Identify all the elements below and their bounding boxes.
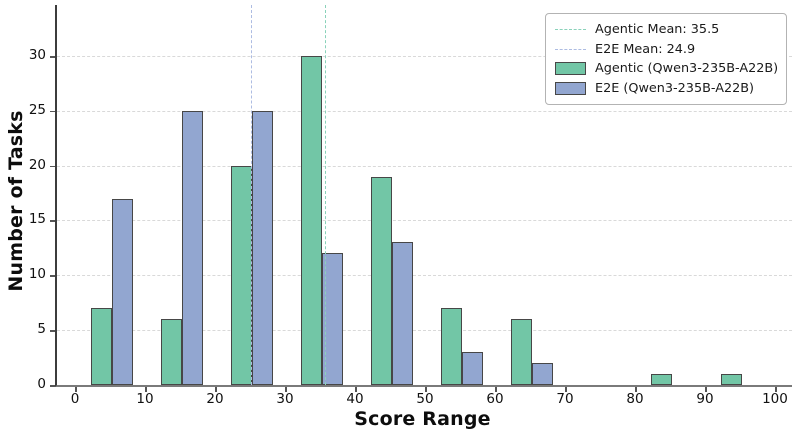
bar-agentic-bin-80-90: [650, 374, 672, 385]
bar-agentic-bin-50-60: [440, 308, 462, 385]
bar-agentic-bin-40-50: [370, 176, 392, 385]
x-tick-label-60: 60: [486, 391, 504, 407]
y-tick-label-25: 25: [28, 101, 46, 118]
x-tick-label-40: 40: [346, 391, 364, 407]
bar-agentic-bin-0-10: [90, 308, 112, 385]
x-tick-label-50: 50: [416, 391, 434, 407]
bar-e2e-bin-10-20: [181, 110, 203, 385]
x-tick-100: [774, 387, 777, 392]
gridline-y-10: [57, 275, 792, 277]
bar-agentic-bin-10-20: [160, 319, 182, 385]
gridline-y-15: [57, 220, 792, 222]
bar-agentic-bin-90-100: [720, 374, 742, 385]
bar-e2e-bin-20-30: [251, 110, 273, 385]
plot-area: [55, 5, 792, 387]
y-tick-10: [50, 275, 55, 277]
gridline-y-20: [57, 165, 792, 167]
legend-label-e2e-series: E2E (Qwen3-235B-A22B): [595, 80, 755, 96]
e2e-mean-line: [251, 5, 253, 385]
legend-row-e2e-mean: E2E Mean: 24.9: [555, 40, 778, 60]
y-tick-0: [50, 385, 55, 387]
bar-e2e-bin-40-50: [391, 242, 413, 385]
bar-e2e-bin-50-60: [461, 352, 483, 385]
x-tick-label-0: 0: [70, 391, 80, 407]
y-tick-20: [50, 165, 55, 168]
gridline-y-5: [57, 330, 792, 332]
agentic-mean-line-swatch: [555, 29, 586, 31]
x-tick-50: [424, 387, 427, 392]
legend-label-agentic-series: Agentic (Qwen3-235B-A22B): [595, 61, 779, 77]
bar-agentic-bin-20-30: [230, 165, 252, 385]
y-tick-25: [50, 110, 55, 113]
bar-agentic-bin-30-40: [300, 56, 322, 385]
y-tick-label-0: 0: [37, 376, 46, 392]
x-tick-label-100: 100: [762, 391, 788, 407]
x-tick-40: [354, 387, 357, 392]
gridline-y-25: [57, 110, 792, 112]
x-tick-30: [284, 387, 287, 392]
bar-e2e-bin-30-40: [321, 253, 343, 385]
legend-label-e2e-mean: E2E Mean: 24.9: [595, 41, 696, 57]
x-tick-10: [144, 387, 147, 392]
y-tick-label-5: 5: [37, 321, 46, 338]
y-tick-30: [50, 55, 55, 58]
e2e-series-swatch: [555, 81, 586, 95]
y-tick-label-15: 15: [28, 211, 46, 228]
x-tick-70: [564, 387, 567, 392]
legend-row-agentic-series: Agentic (Qwen3-235B-A22B): [555, 59, 778, 79]
y-tick-label-10: 10: [28, 266, 46, 283]
bar-e2e-bin-60-70: [531, 363, 553, 385]
y-tick-15: [50, 220, 55, 223]
gridline-y-30: [57, 55, 792, 57]
legend-row-agentic-mean: Agentic Mean: 35.5: [555, 20, 778, 40]
x-tick-label-10: 10: [136, 391, 154, 407]
agentic-series-swatch: [555, 62, 586, 76]
x-tick-label-70: 70: [556, 391, 574, 407]
x-tick-label-80: 80: [626, 391, 644, 407]
x-tick-80: [634, 387, 637, 392]
e2e-mean-line-swatch: [555, 48, 586, 50]
x-tick-0: [74, 387, 77, 392]
y-tick-label-30: 30: [28, 46, 46, 63]
y-tick-5: [50, 330, 55, 332]
x-axis-label: Score Range: [354, 408, 491, 430]
agentic-mean-line: [325, 5, 327, 385]
x-tick-60: [494, 387, 497, 392]
legend: Agentic Mean: 35.5 E2E Mean: 24.9 Agenti…: [545, 13, 787, 105]
y-axis-label: Number of Tasks: [5, 110, 27, 292]
x-tick-label-90: 90: [696, 391, 714, 407]
legend-label-agentic-mean: Agentic Mean: 35.5: [595, 22, 720, 38]
y-tick-label-20: 20: [28, 156, 46, 173]
x-tick-20: [214, 387, 217, 392]
x-tick-90: [704, 387, 707, 392]
bar-e2e-bin-0-10: [111, 198, 133, 385]
legend-row-e2e-series: E2E (Qwen3-235B-A22B): [555, 79, 778, 99]
x-tick-label-20: 20: [206, 391, 224, 407]
x-tick-label-30: 30: [276, 391, 294, 407]
bar-agentic-bin-60-70: [510, 319, 532, 385]
